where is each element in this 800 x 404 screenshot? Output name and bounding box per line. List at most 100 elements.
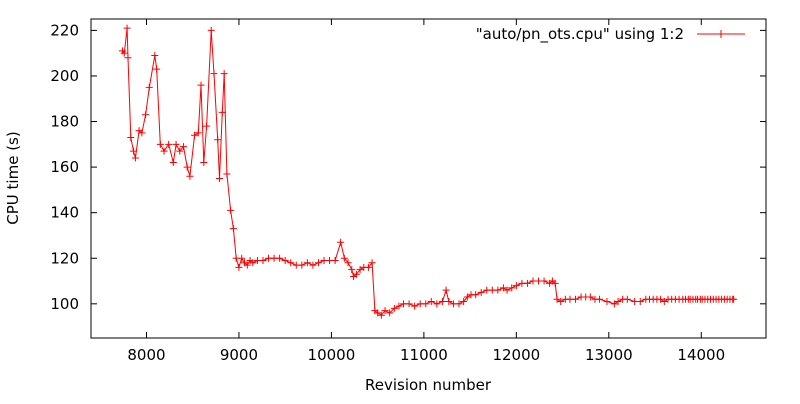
- data-point: [395, 302, 403, 310]
- data-point: [153, 65, 161, 73]
- data-point: [127, 133, 135, 141]
- data-point: [422, 300, 430, 308]
- series-group: [118, 24, 738, 319]
- x-tick-label: 11000: [400, 346, 448, 364]
- data-point: [131, 154, 139, 162]
- data-point: [427, 298, 435, 306]
- data-point: [636, 298, 644, 306]
- data-point: [523, 279, 531, 287]
- data-point: [730, 295, 738, 303]
- data-point: [364, 263, 372, 271]
- data-point: [227, 206, 235, 214]
- data-point: [259, 257, 267, 265]
- legend-marker: [717, 30, 725, 38]
- data-point: [214, 136, 222, 144]
- data-point: [390, 304, 398, 312]
- legend: "auto/pn_ots.cpu" using 1:2: [476, 25, 745, 44]
- data-point: [194, 129, 202, 137]
- data-point: [623, 295, 631, 303]
- x-tick-label: 14000: [677, 346, 725, 364]
- data-point: [553, 295, 561, 303]
- x-tick-label: 10000: [308, 346, 356, 364]
- data-point: [220, 70, 228, 78]
- x-axis: 8000 9000 10000 11000 12000 13000 14000: [127, 19, 725, 364]
- data-point: [477, 288, 485, 296]
- data-point: [203, 122, 211, 130]
- data-point: [200, 159, 208, 167]
- data-point: [156, 140, 164, 148]
- data-point: [657, 295, 665, 303]
- data-point: [463, 293, 471, 301]
- data-point: [303, 259, 311, 267]
- data-point: [142, 111, 150, 119]
- data-point: [405, 300, 413, 308]
- y-axis-label: CPU time (s): [4, 131, 22, 224]
- data-point: [191, 131, 199, 139]
- data-point: [356, 266, 364, 274]
- y-tick-label: 180: [50, 113, 79, 131]
- data-point: [348, 266, 356, 274]
- x-tick-label: 8000: [127, 346, 165, 364]
- data-point: [614, 298, 622, 306]
- data-point: [610, 300, 618, 308]
- data-point: [374, 309, 382, 317]
- x-tick-label: 13000: [585, 346, 633, 364]
- y-tick-label: 120: [50, 249, 79, 267]
- y-axis: 100 120 140 160 180 200 220: [50, 21, 766, 313]
- data-point: [243, 261, 251, 269]
- data-point: [218, 108, 226, 116]
- data-point: [298, 261, 306, 269]
- data-point: [433, 300, 441, 308]
- data-point: [123, 24, 131, 32]
- data-point: [287, 259, 295, 267]
- data-point: [238, 254, 246, 262]
- data-point: [314, 259, 322, 267]
- data-point: [210, 70, 218, 78]
- data-point: [207, 26, 215, 34]
- x-tick-label: 9000: [220, 346, 258, 364]
- data-point: [235, 263, 243, 271]
- data-point: [229, 225, 237, 233]
- data-point: [337, 238, 345, 246]
- plot-frame: [90, 18, 767, 339]
- data-point: [572, 295, 580, 303]
- legend-label: "auto/pn_ots.cpu" using 1:2: [476, 25, 684, 44]
- data-point: [508, 284, 516, 292]
- data-point: [340, 254, 348, 262]
- data-point: [344, 259, 352, 267]
- data-point: [596, 295, 604, 303]
- y-tick-label: 100: [50, 295, 79, 313]
- y-tick-label: 140: [50, 204, 79, 222]
- data-point: [540, 277, 548, 285]
- data-point: [368, 259, 376, 267]
- data-point: [120, 49, 128, 57]
- data-point: [557, 298, 565, 306]
- data-point: [216, 175, 224, 182]
- data-point: [411, 302, 419, 310]
- x-axis-label: Revision number: [365, 376, 492, 394]
- data-point: [160, 147, 168, 155]
- data-point: [138, 129, 146, 137]
- data-point: [512, 282, 520, 290]
- data-point: [172, 140, 180, 148]
- data-point: [179, 143, 187, 151]
- data-point: [183, 163, 191, 171]
- data-point: [438, 298, 446, 306]
- data-point: [660, 298, 668, 306]
- data-point: [331, 257, 339, 265]
- data-point: [169, 159, 177, 167]
- data-point: [472, 291, 480, 299]
- y-tick-label: 220: [50, 21, 79, 39]
- data-point: [309, 261, 317, 269]
- data-point: [223, 170, 231, 178]
- y-tick-label: 200: [50, 67, 79, 85]
- data-point: [503, 286, 511, 294]
- data-point: [386, 309, 394, 317]
- data-point: [151, 51, 159, 59]
- data-point: [499, 284, 507, 292]
- data-point: [460, 298, 468, 306]
- data-point: [442, 286, 450, 294]
- data-point: [445, 298, 453, 306]
